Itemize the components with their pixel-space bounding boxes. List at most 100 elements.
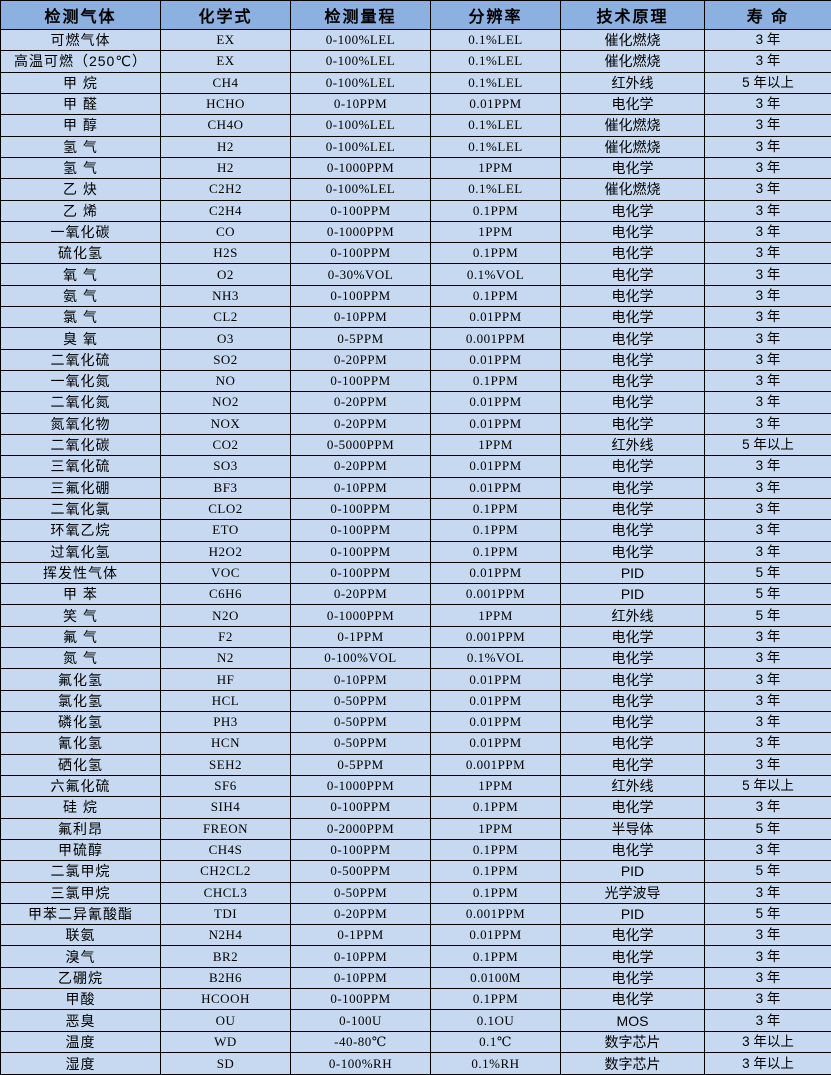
cell-principle: 红外线	[560, 604, 705, 627]
cell-life: 3 年	[704, 625, 831, 649]
cell-life: 3 年	[704, 369, 831, 393]
cell-principle: 电化学	[560, 924, 705, 947]
cell-life: 3 年	[704, 476, 831, 499]
cell-principle: 电化学	[560, 668, 705, 691]
cell-resolution: 0.1PPM	[430, 199, 561, 222]
column-header-life: 寿 命	[704, 0, 831, 30]
table-header: 检测气体 化学式 检测量程 分辨率 技术原理 寿 命	[0, 0, 831, 30]
cell-principle: 电化学	[560, 242, 705, 265]
cell-resolution: 0.01PPM	[430, 924, 561, 947]
cell-principle: 半导体	[560, 817, 705, 840]
cell-life: 3 年	[704, 242, 831, 265]
cell-principle: 电化学	[560, 540, 705, 563]
cell-formula: SEH2	[160, 753, 291, 776]
cell-principle: 电化学	[560, 732, 705, 755]
cell-gas: 硫化氢	[0, 242, 161, 265]
table-row: 一氧化氮 NO 0-100PPM 0.1PPM 电化学 3 年	[0, 369, 831, 393]
cell-formula: WD	[160, 1030, 291, 1054]
cell-range: 0-100PPM	[290, 369, 431, 393]
cell-range: 0-50PPM	[290, 732, 431, 755]
cell-formula: VOC	[160, 561, 291, 585]
cell-formula: NOX	[160, 412, 291, 435]
cell-formula: CH4O	[160, 114, 291, 137]
table-row: 氯化氢 HCL 0-50PPM 0.01PPM 电化学 3 年	[0, 689, 831, 713]
cell-principle: 电化学	[560, 710, 705, 734]
cell-life: 5 年	[704, 817, 831, 840]
cell-principle: 电化学	[560, 796, 705, 819]
cell-formula: C2H4	[160, 199, 291, 222]
table-row: 磷化氢 PH3 0-50PPM 0.01PPM 电化学 3 年	[0, 710, 831, 734]
cell-life: 3 年	[704, 732, 831, 755]
cell-life: 3 年	[704, 220, 831, 244]
cell-resolution: 0.1%RH	[430, 1052, 561, 1075]
cell-gas: 氯 气	[0, 306, 161, 329]
cell-life: 3 年	[704, 199, 831, 222]
cell-gas: 硒化氢	[0, 753, 161, 776]
cell-formula: SO3	[160, 455, 291, 478]
cell-principle: 催化燃烧	[560, 114, 705, 137]
cell-principle: 电化学	[560, 689, 705, 713]
cell-range: 0-500PPM	[290, 860, 431, 883]
column-header-formula: 化学式	[160, 0, 291, 30]
cell-range: 0-10PPM	[290, 476, 431, 499]
cell-resolution: 0.1PPM	[430, 242, 561, 265]
cell-range: 0-5000PPM	[290, 433, 431, 457]
cell-formula: BR2	[160, 945, 291, 968]
cell-formula: CHCL3	[160, 881, 291, 904]
cell-resolution: 1PPM	[430, 220, 561, 244]
cell-range: 0-1000PPM	[290, 774, 431, 798]
cell-gas: 乙硼烷	[0, 966, 161, 990]
cell-gas: 联氨	[0, 924, 161, 947]
cell-principle: 红外线	[560, 433, 705, 457]
cell-gas: 二氯甲烷	[0, 860, 161, 883]
cell-life: 3 年	[704, 497, 831, 521]
cell-formula: H2O2	[160, 540, 291, 563]
cell-resolution: 0.01PPM	[430, 455, 561, 478]
cell-gas: 笑 气	[0, 604, 161, 627]
table-row: 氯 气 CL2 0-10PPM 0.01PPM 电化学 3 年	[0, 306, 831, 329]
cell-life: 5 年	[704, 902, 831, 926]
cell-range: 0-100PPM	[290, 540, 431, 563]
column-header-resolution: 分辨率	[430, 0, 561, 30]
cell-formula: SIH4	[160, 796, 291, 819]
cell-resolution: 0.1%LEL	[430, 71, 561, 94]
table-row: 甲 醛 HCHO 0-10PPM 0.01PPM 电化学 3 年	[0, 92, 831, 116]
cell-resolution: 0.1%VOL	[430, 263, 561, 286]
cell-formula: CL2	[160, 306, 291, 329]
cell-range: 0-50PPM	[290, 881, 431, 904]
cell-range: 0-20PPM	[290, 902, 431, 926]
cell-resolution: 0.1%LEL	[430, 114, 561, 137]
cell-formula: C6H6	[160, 583, 291, 606]
cell-range: 0-10PPM	[290, 306, 431, 329]
cell-principle: 电化学	[560, 476, 705, 499]
cell-formula: SO2	[160, 348, 291, 372]
cell-resolution: 0.1%LEL	[430, 28, 561, 52]
cell-range: 0-50PPM	[290, 710, 431, 734]
cell-life: 3 年	[704, 796, 831, 819]
cell-gas: 氮 气	[0, 647, 161, 670]
cell-gas: 硅 烷	[0, 796, 161, 819]
cell-gas: 环氧乙烷	[0, 519, 161, 542]
cell-gas: 氯化氢	[0, 689, 161, 713]
cell-range: 0-10PPM	[290, 668, 431, 691]
cell-gas: 高温可燃（250℃）	[0, 50, 161, 73]
cell-formula: PH3	[160, 710, 291, 734]
cell-formula: FREON	[160, 817, 291, 840]
cell-formula: OU	[160, 1009, 291, 1032]
cell-life: 5 年	[704, 561, 831, 585]
cell-range: 0-10PPM	[290, 92, 431, 116]
cell-life: 3 年	[704, 348, 831, 372]
cell-gas: 氮氧化物	[0, 412, 161, 435]
cell-range: 0-20PPM	[290, 455, 431, 478]
table-row: 氮 气 N2 0-100%VOL 0.1%VOL 电化学 3 年	[0, 647, 831, 670]
cell-range: 0-100PPM	[290, 199, 431, 222]
table-row: 氟化氢 HF 0-10PPM 0.01PPM 电化学 3 年	[0, 668, 831, 691]
cell-range: 0-30%VOL	[290, 263, 431, 286]
cell-life: 3 年	[704, 284, 831, 308]
table-row: 温度 WD -40-80℃ 0.1℃ 数字芯片 3 年以上	[0, 1030, 831, 1054]
cell-formula: HCL	[160, 689, 291, 713]
cell-life: 3 年	[704, 945, 831, 968]
table-body: 可燃气体 EX 0-100%LEL 0.1%LEL 催化燃烧 3 年高温可燃（250℃） E…	[0, 28, 831, 1075]
table-row: 六氟化硫 SF6 0-1000PPM 1PPM 红外线 5 年以上	[0, 774, 831, 798]
table-row: 三氯甲烷 CHCL3 0-50PPM 0.1PPM 光学波导 3 年	[0, 881, 831, 904]
